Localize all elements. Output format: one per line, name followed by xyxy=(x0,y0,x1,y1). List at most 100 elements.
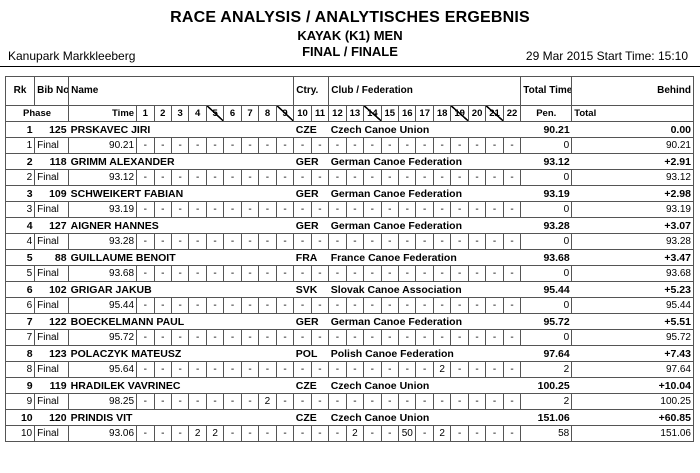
gate-header: 18 xyxy=(432,105,452,122)
total: 100.25 xyxy=(571,393,694,410)
gate-penalty: - xyxy=(328,361,347,378)
gate-penalty: - xyxy=(205,361,225,378)
gate-header: 22 xyxy=(502,105,522,122)
run-number: 10 xyxy=(4,425,36,442)
gate-penalty: - xyxy=(293,393,312,410)
run-time: 95.64 xyxy=(68,361,138,378)
athlete-name: AIGNER HANNES xyxy=(68,217,294,234)
run-row: 6 Final 95.44- - - - - - - - - - - - - - - - - - - - - -0 95.44 xyxy=(4,297,694,314)
country: GER xyxy=(293,185,329,202)
gate-penalty: - xyxy=(328,329,347,346)
athlete-row: 5 88 GUILLAUME BENOIT FRA France Canoe Feder… xyxy=(4,249,694,266)
gate-penalty: - xyxy=(258,361,277,378)
upstream-gate-header: 14 xyxy=(363,105,382,122)
gate-penalty: - xyxy=(328,233,347,250)
gate-penalty: - xyxy=(450,329,469,346)
gate-penalty: - xyxy=(398,297,417,314)
run-row: 9 Final 98.25- - - - - - -2- - - - - - - - - - - - - -2 100.25 xyxy=(4,393,694,410)
gate-penalty: - xyxy=(485,201,504,218)
gate-penalty: - xyxy=(205,265,225,282)
gate-penalty: - xyxy=(398,361,417,378)
gate-penalty: - xyxy=(310,329,330,346)
gate-header: 17 xyxy=(415,105,434,122)
penalty: 0 xyxy=(520,201,573,218)
gate-penalty: - xyxy=(363,329,382,346)
gate-penalty: - xyxy=(240,137,260,154)
behind: +5.23 xyxy=(571,281,694,298)
gate-penalty: - xyxy=(485,393,504,410)
run-phase: Final xyxy=(34,233,70,250)
gate-penalty: - xyxy=(223,169,242,186)
gate-penalty: - xyxy=(502,201,522,218)
penalty: 0 xyxy=(520,297,573,314)
athlete-row: 3 109 SCHWEIKERT FABIAN GER German Canoe Fed… xyxy=(4,185,694,202)
bib-number: 125 xyxy=(34,121,69,138)
gate-penalty: - xyxy=(415,393,434,410)
gate-penalty: 2 xyxy=(188,425,207,442)
gate-penalty: - xyxy=(450,137,469,154)
run-time: 93.12 xyxy=(68,169,138,186)
gate-penalty: - xyxy=(363,297,382,314)
gate-penalty: - xyxy=(380,169,400,186)
gate-penalty: - xyxy=(415,233,434,250)
gate-penalty: - xyxy=(380,233,400,250)
gate-penalty: - xyxy=(240,329,260,346)
gate-penalty: - xyxy=(170,169,190,186)
gate-penalty: 2 xyxy=(432,425,452,442)
gate-header: 2 xyxy=(153,105,172,122)
gate-penalty: - xyxy=(398,201,417,218)
gate-penalty: - xyxy=(240,201,260,218)
gate-penalty: - xyxy=(223,137,242,154)
gate-penalty: - xyxy=(432,297,452,314)
gate-penalty: - xyxy=(136,425,155,442)
gate-header: 13 xyxy=(345,105,365,122)
gate-penalty: - xyxy=(240,425,260,442)
gate-penalty: - xyxy=(153,393,172,410)
gate-header: 6 xyxy=(223,105,242,122)
col-total-time: Total Time xyxy=(520,76,573,106)
gate-penalty: - xyxy=(398,265,417,282)
bib-number: 127 xyxy=(34,217,69,234)
gate-penalty: - xyxy=(380,329,400,346)
gate-penalty: - xyxy=(275,233,295,250)
total-time: 93.68 xyxy=(520,249,572,266)
behind: 0.00 xyxy=(571,121,694,138)
run-row: 7 Final 95.72- - - - - - - - - - - - - - - - - - - - - -0 95.72 xyxy=(4,329,694,346)
bib-number: 88 xyxy=(34,249,69,266)
col-rank: Rk xyxy=(4,76,36,106)
gate-penalty: - xyxy=(205,329,225,346)
athlete-name: BOECKELMANN PAUL xyxy=(68,313,294,330)
total: 95.44 xyxy=(571,297,694,314)
run-phase: Final xyxy=(34,361,70,378)
gate-penalty: - xyxy=(170,425,190,442)
run-time: 98.25 xyxy=(68,393,138,410)
gate-penalty: - xyxy=(432,233,452,250)
rank: 10 xyxy=(4,409,35,426)
gate-penalty: - xyxy=(380,361,400,378)
bib-number: 118 xyxy=(34,153,69,170)
total: 90.21 xyxy=(571,137,694,154)
gate-penalty: - xyxy=(136,329,155,346)
gate-penalty: - xyxy=(275,201,295,218)
gate-penalty: - xyxy=(467,329,487,346)
gate-penalty: - xyxy=(240,297,260,314)
gate-penalty: - xyxy=(293,361,312,378)
gate-penalty: - xyxy=(485,425,504,442)
gate-penalty: - xyxy=(450,169,469,186)
gate-penalty: - xyxy=(240,265,260,282)
gate-penalty: - xyxy=(415,201,434,218)
gate-penalty: - xyxy=(467,297,487,314)
club: Czech Canoe Union xyxy=(328,409,521,426)
gate-penalty: - xyxy=(345,169,365,186)
country: CZE xyxy=(293,409,329,426)
run-time: 95.72 xyxy=(68,329,138,346)
gate-penalty: - xyxy=(450,425,469,442)
run-number: 9 xyxy=(4,393,36,410)
gate-penalty: - xyxy=(170,201,190,218)
gate-penalty: - xyxy=(450,361,469,378)
gate-penalty: - xyxy=(345,265,365,282)
event-name: KAYAK (K1) MEN xyxy=(297,28,403,43)
country: CZE xyxy=(293,377,329,394)
date-start-time: 29 Mar 2015 Start Time: 15:10 xyxy=(525,49,688,63)
gate-penalty: - xyxy=(415,297,434,314)
